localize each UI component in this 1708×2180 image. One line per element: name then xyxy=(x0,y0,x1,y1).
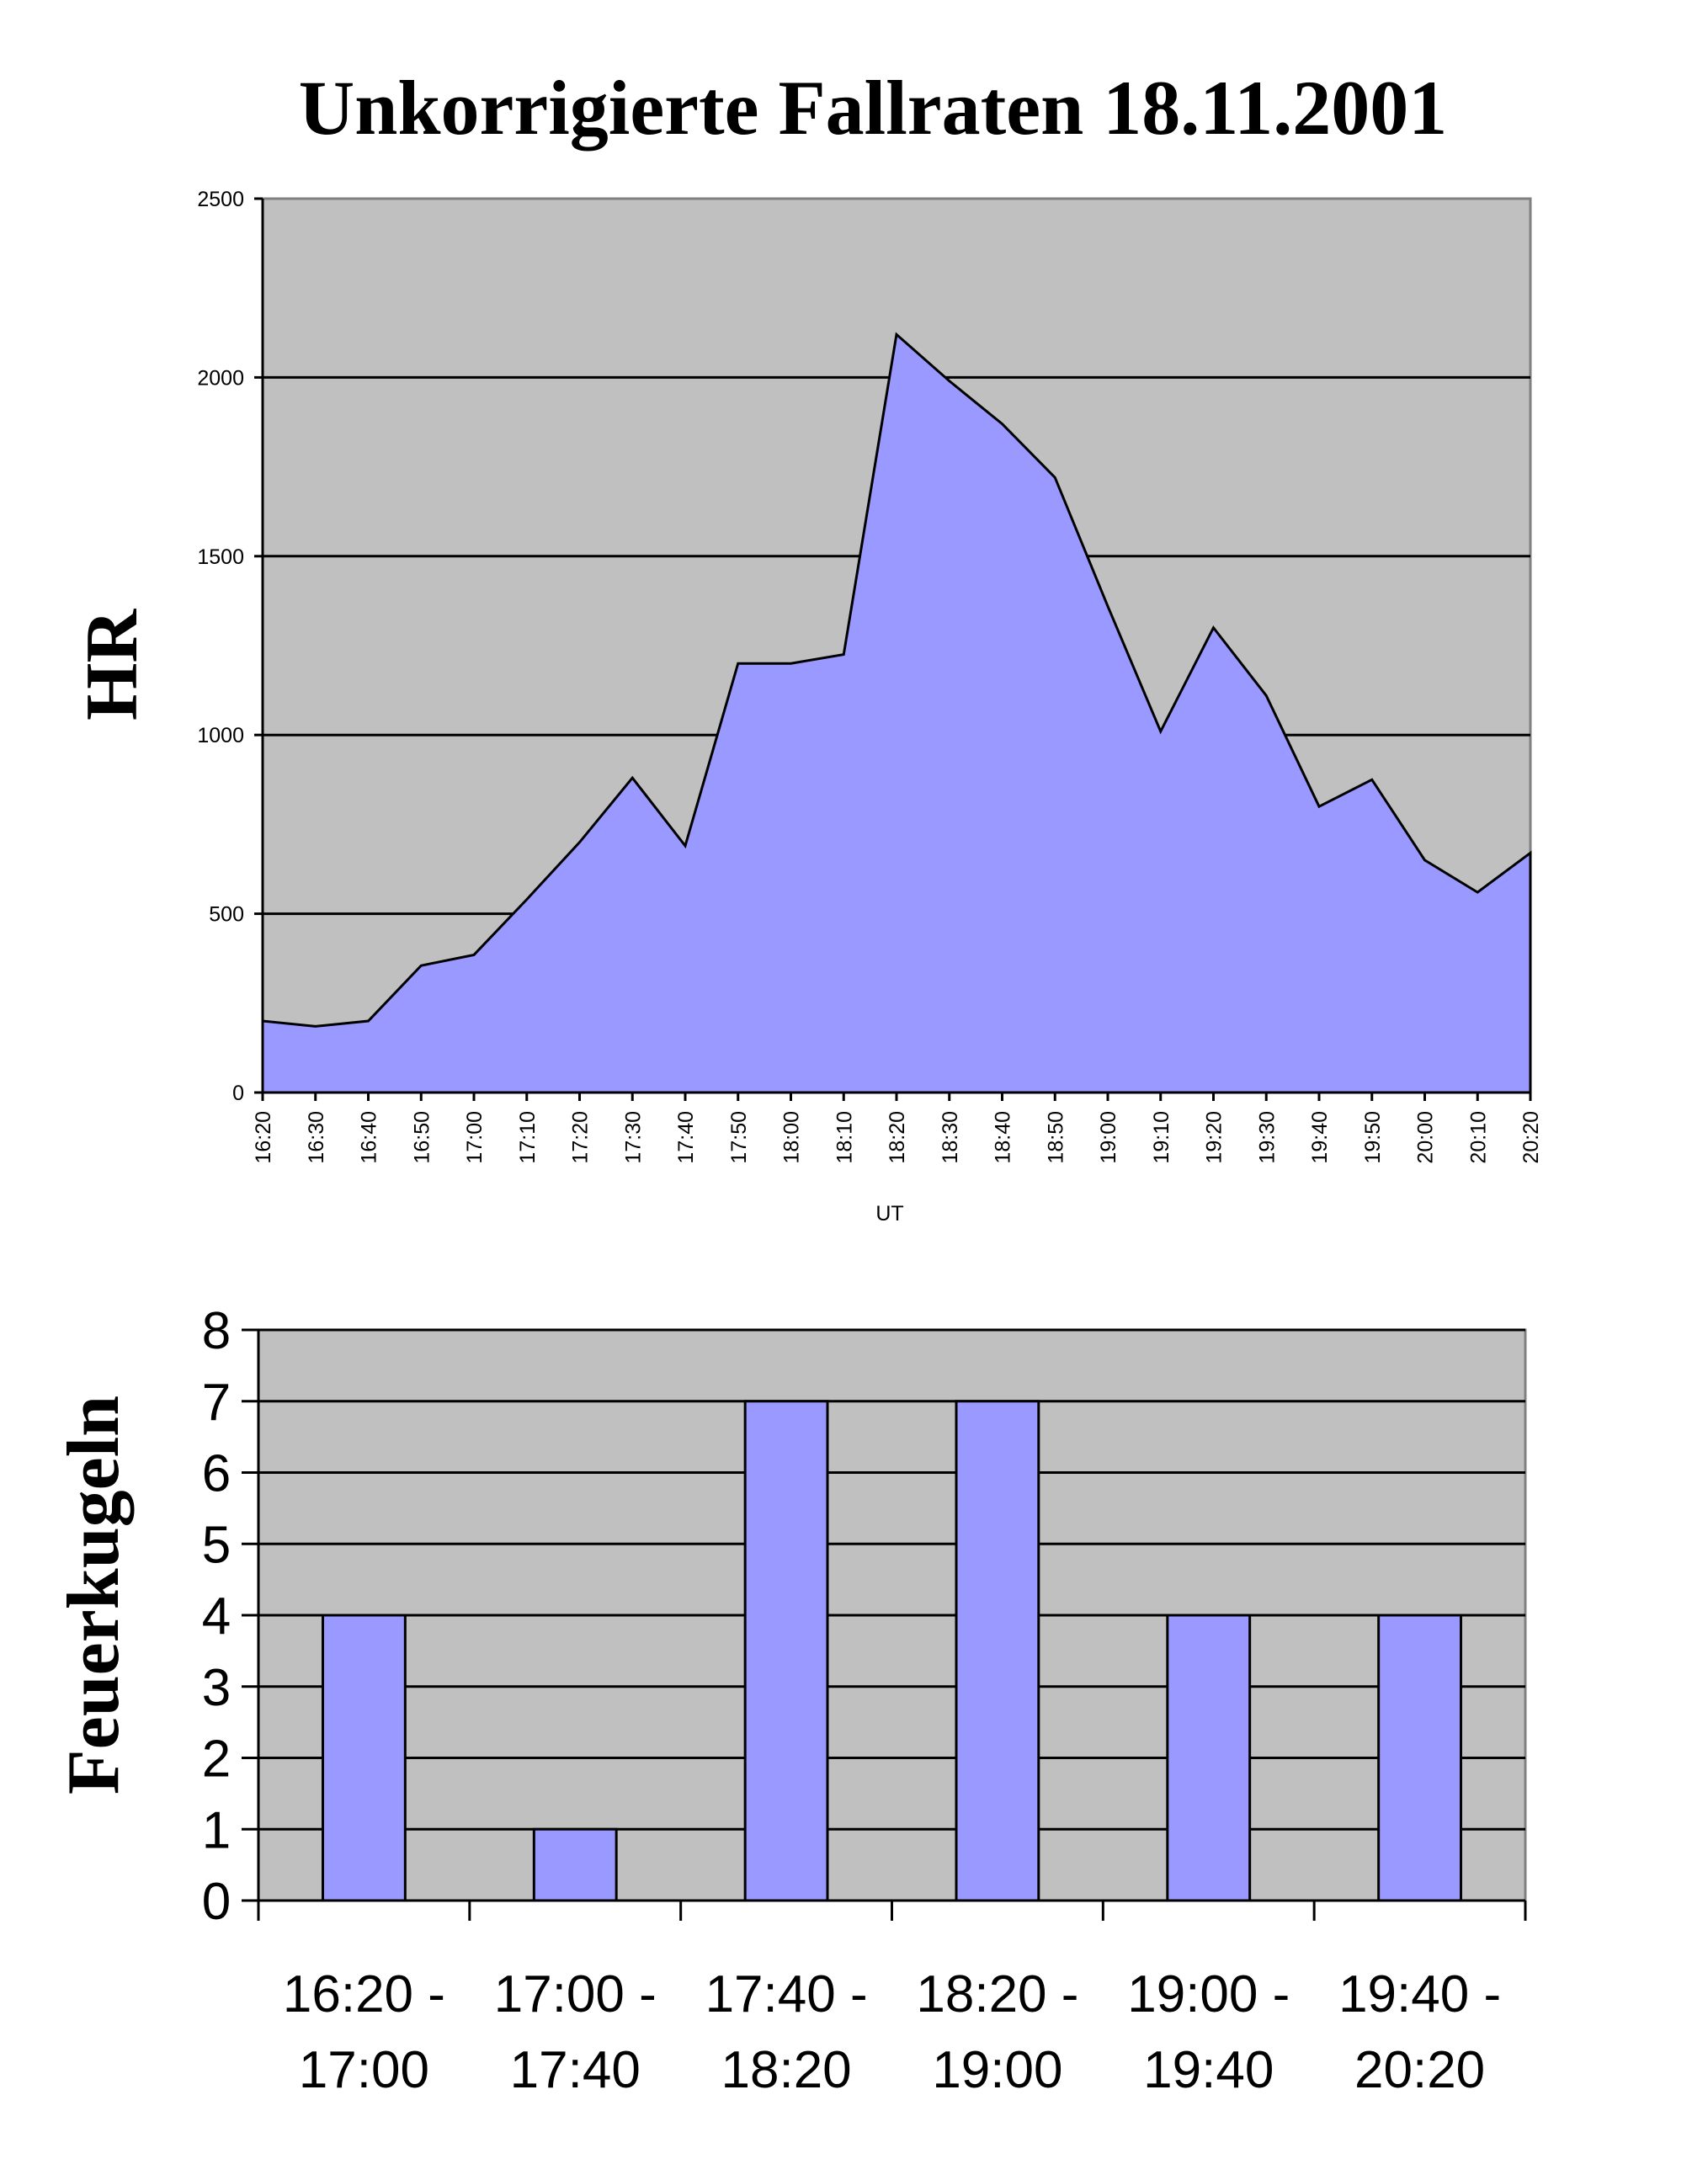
bar-x-tick-label: 18:20 - xyxy=(916,1965,1078,2023)
area-y-tick-label: 1000 xyxy=(197,724,244,747)
area-x-tick-label: 18:00 xyxy=(780,1111,804,1164)
area-x-tick-label: 17:20 xyxy=(569,1111,593,1164)
bar-x-tick-label: 17:00 xyxy=(299,2041,429,2099)
bar-chart: 0 1 2 3 4 5 6 7 8 16:20 - 17:00 17:00 - 17:40 17:40 … xyxy=(53,1302,1527,2099)
bar xyxy=(532,1827,618,1902)
bar-y-tick-label: 4 xyxy=(202,1587,231,1646)
area-x-tick-label: 20:00 xyxy=(1414,1111,1438,1164)
area-x-tick-label: 17:50 xyxy=(727,1111,751,1164)
bar-y-tick-label: 3 xyxy=(202,1659,231,1717)
bar-x-tick-label: 17:40 xyxy=(510,2041,641,2099)
bar xyxy=(743,1400,829,1902)
area-x-tick-label: 16:20 xyxy=(252,1111,275,1164)
area-x-tick-label: 18:50 xyxy=(1044,1111,1067,1164)
area-x-tick-label: 16:30 xyxy=(305,1111,328,1164)
area-y-tick-label: 2000 xyxy=(197,366,244,390)
area-y-tick-label: 500 xyxy=(209,903,244,927)
area-x-tick-label: 17:00 xyxy=(463,1111,487,1164)
bar-y-tick-label: 1 xyxy=(202,1801,231,1859)
area-x-tick-label: 19:10 xyxy=(1150,1111,1173,1164)
area-x-tick-label: 16:50 xyxy=(410,1111,434,1164)
area-x-tick-label: 17:40 xyxy=(674,1111,698,1164)
area-x-tick-labels: 16:20 16:30 16:40 16:50 17:00 17:10 17:20 17:30… xyxy=(252,1111,1543,1164)
bar-x-tick-label: 17:00 - xyxy=(494,1965,657,2023)
area-x-tick-label: 16:40 xyxy=(358,1111,381,1164)
bar-x-tick-label: 17:40 - xyxy=(705,1965,868,2023)
area-x-tick-label: 18:10 xyxy=(833,1111,856,1164)
area-y-tick-label: 2500 xyxy=(197,188,244,211)
bar xyxy=(1377,1614,1462,1902)
bar-y-tick-label: 8 xyxy=(202,1302,231,1360)
area-x-tick-label: 19:30 xyxy=(1255,1111,1279,1164)
area-x-tick-label: 19:20 xyxy=(1203,1111,1226,1164)
bar-x-tick-labels: 16:20 - 17:00 17:00 - 17:40 17:40 - 18:20 18:2… xyxy=(283,1965,1501,2099)
area-x-axis-label: UT xyxy=(875,1202,903,1226)
area-x-tick-label: 18:40 xyxy=(992,1111,1015,1164)
area-x-tick-label: 17:10 xyxy=(516,1111,540,1164)
area-x-tick-label: 18:20 xyxy=(886,1111,909,1164)
area-axes xyxy=(254,197,1532,1101)
area-x-tick-label: 20:20 xyxy=(1519,1111,1543,1164)
bar-y-tick-label: 0 xyxy=(202,1873,231,1931)
area-y-tick-label: 1500 xyxy=(197,545,244,569)
area-x-tick-label: 19:50 xyxy=(1361,1111,1385,1164)
area-chart: 0 500 1000 1500 2000 2500 16:20 16:30 16:40 16:5… xyxy=(72,188,1543,1226)
bar xyxy=(955,1400,1040,1902)
bar-gridlines xyxy=(258,1328,1525,1831)
area-x-tick-label: 19:40 xyxy=(1308,1111,1332,1164)
bar-x-tick-label: 19:00 - xyxy=(1127,1965,1290,2023)
bar-x-tick-label: 19:40 xyxy=(1143,2041,1274,2099)
bar xyxy=(1166,1614,1252,1902)
bar xyxy=(322,1614,407,1902)
area-y-tick-labels: 0 500 1000 1500 2000 2500 xyxy=(197,188,244,1105)
area-x-tick-label: 20:10 xyxy=(1466,1111,1490,1164)
bar-series xyxy=(322,1400,1462,1902)
bar-x-tick-label: 19:00 xyxy=(932,2041,1062,2099)
bar-y-tick-labels: 0 1 2 3 4 5 6 7 8 xyxy=(202,1302,231,1931)
area-y-tick-label: 0 xyxy=(232,1082,244,1105)
area-x-tick-label: 17:30 xyxy=(621,1111,645,1164)
bar-x-tick-label: 19:40 - xyxy=(1338,1965,1501,2023)
bar-y-tick-label: 6 xyxy=(202,1445,231,1503)
bar-y-tick-label: 7 xyxy=(202,1374,231,1432)
area-x-tick-label: 18:30 xyxy=(939,1111,962,1164)
bar-x-tick-label: 20:20 xyxy=(1354,2041,1485,2099)
bar-x-tick-label: 16:20 - xyxy=(283,1965,445,2023)
bar-y-tick-label: 2 xyxy=(202,1731,231,1789)
page-title: Unkorrigierte Fallraten 18.11.2001 xyxy=(298,65,1448,151)
bar-x-tick-label: 18:20 xyxy=(721,2041,852,2099)
bar-y-tick-label: 5 xyxy=(202,1516,231,1574)
area-series xyxy=(261,332,1532,1094)
area-x-tick-label: 19:00 xyxy=(1097,1111,1120,1164)
area-y-axis-label: HR xyxy=(72,609,153,720)
bar-y-axis-label: Feuerkugeln xyxy=(53,1396,135,1795)
bar-axes xyxy=(242,1328,1527,1921)
